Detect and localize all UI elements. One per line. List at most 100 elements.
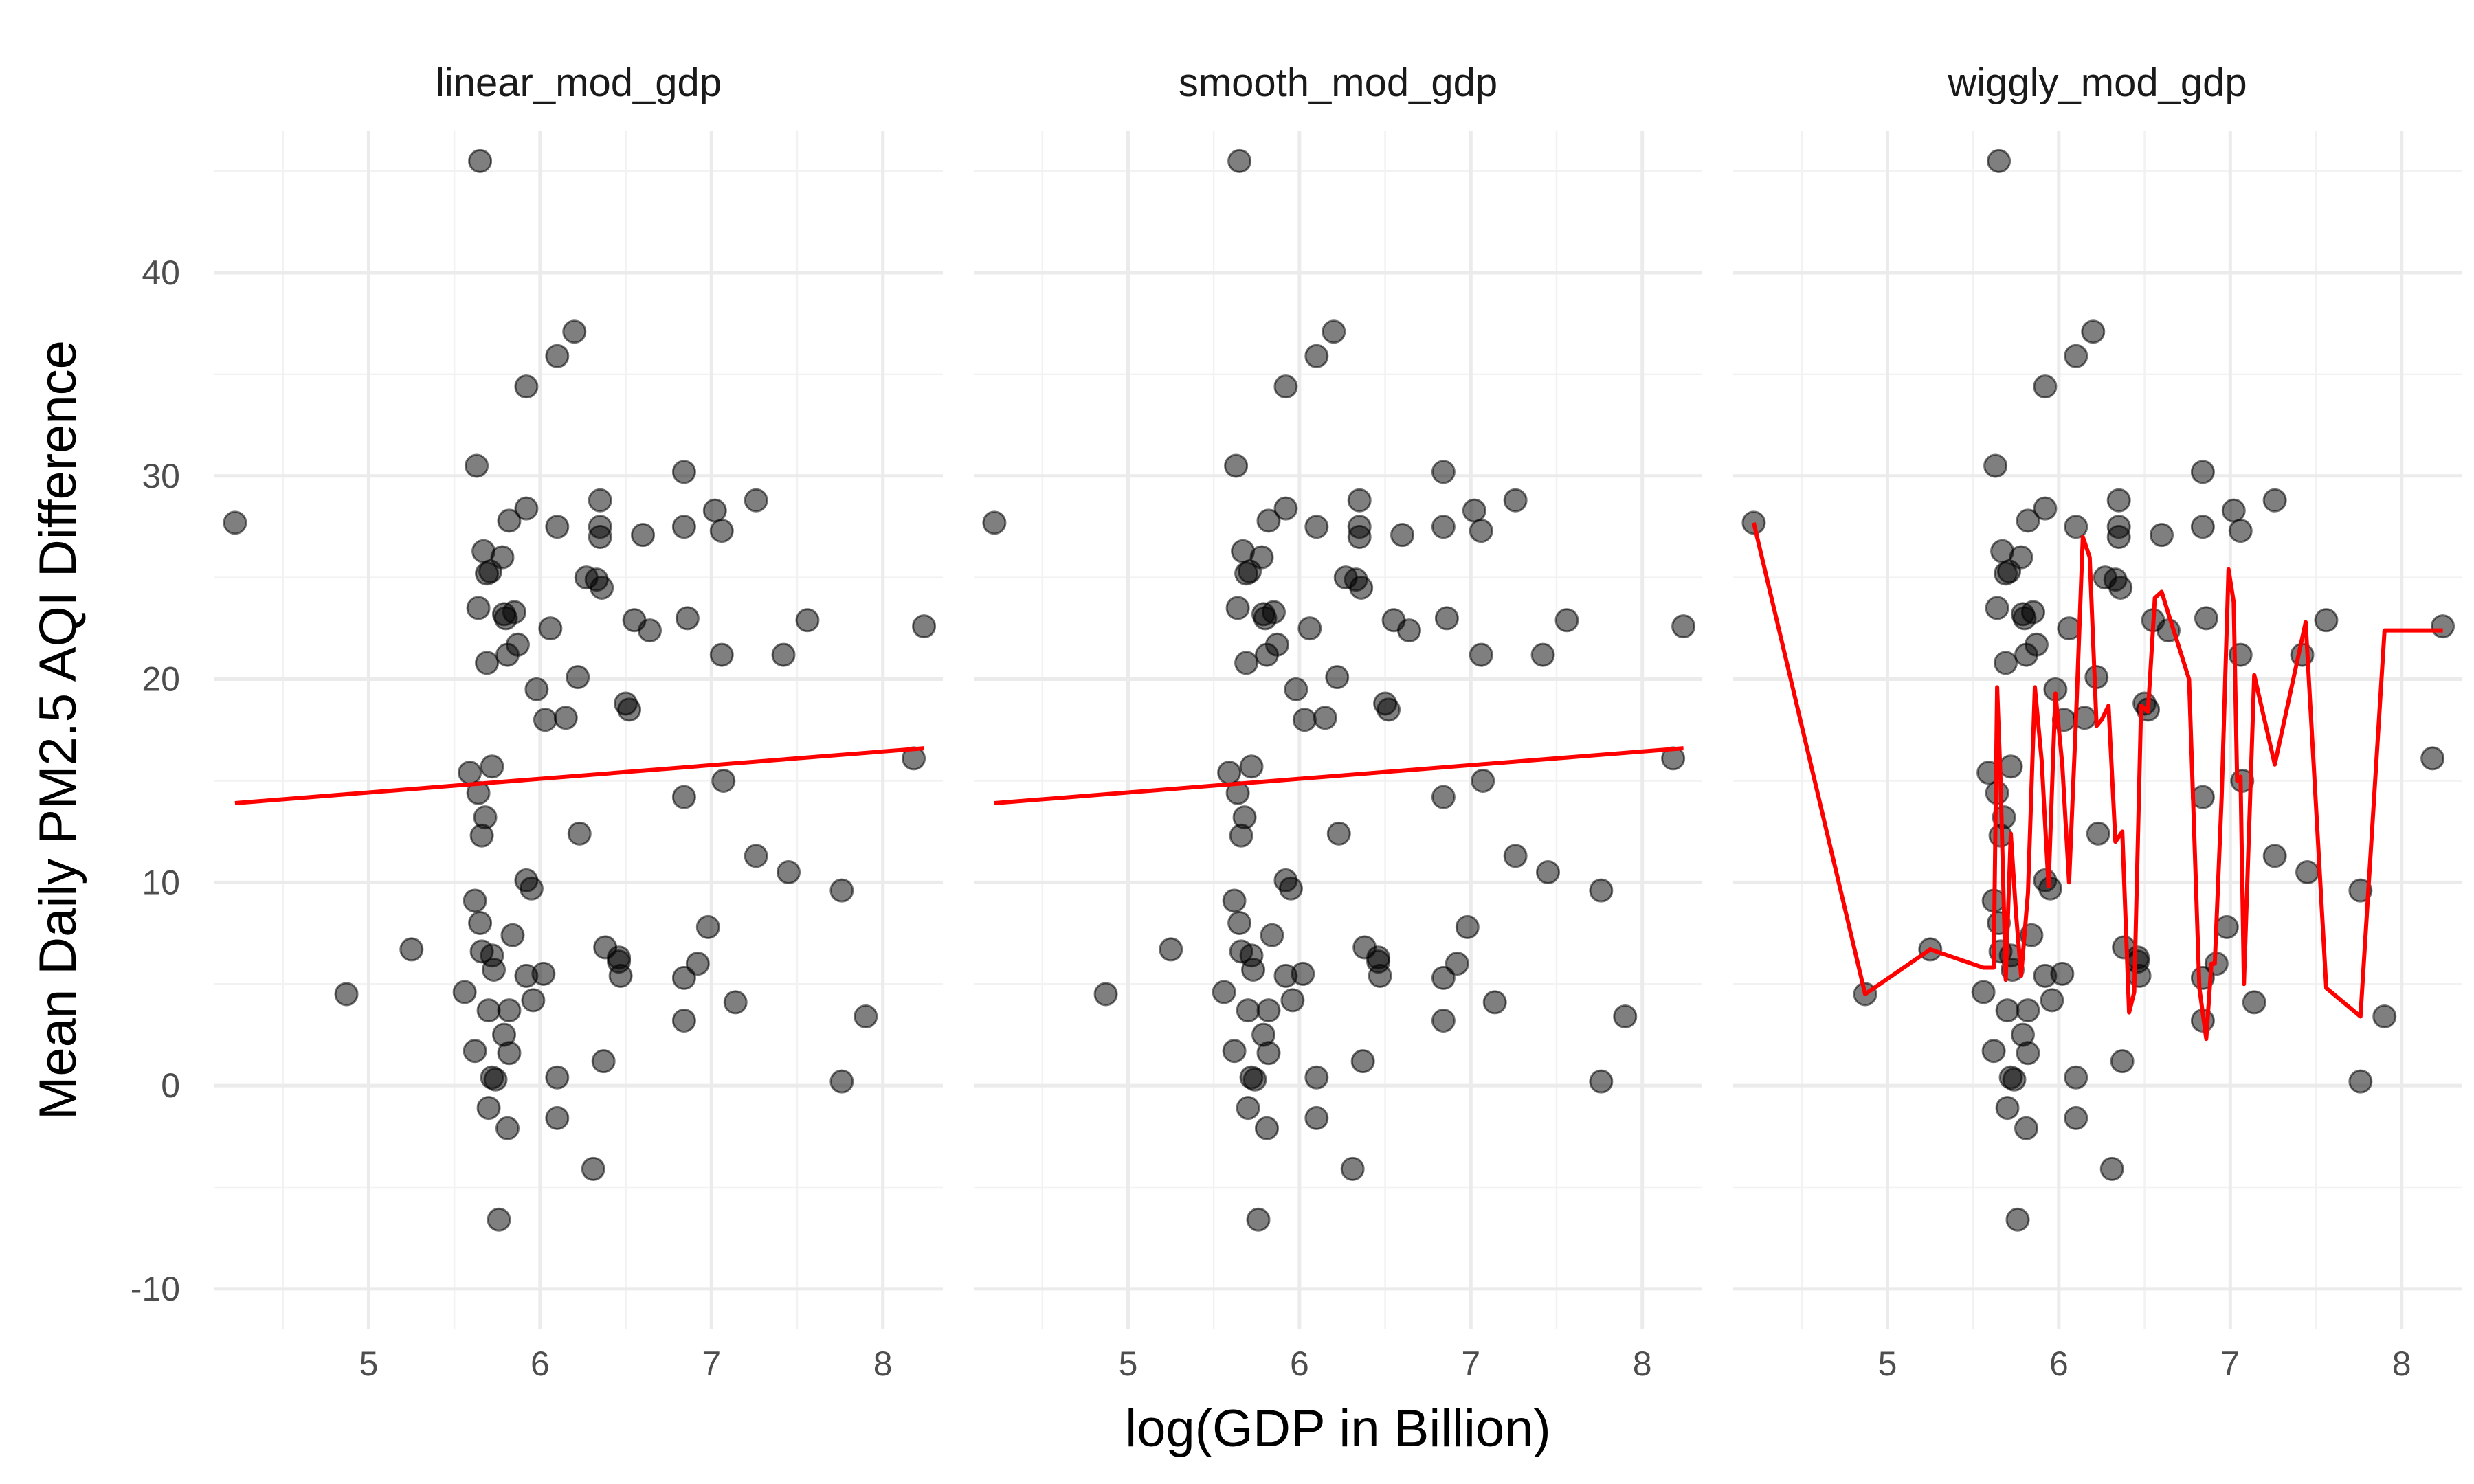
data-point [709,642,734,667]
data-point [1304,1065,1329,1090]
data-point [744,844,768,868]
data-point [1326,821,1351,846]
data-point [500,923,525,947]
data-point [399,937,424,962]
data-point [2050,961,2075,986]
data-point [1232,805,1257,830]
y-tick-label: 30 [142,457,180,495]
data-point [562,319,587,344]
data-point [1242,1067,1267,1092]
data-point [1981,1039,2006,1064]
x-tick-label: 6 [1290,1345,1309,1383]
data-point [487,1207,511,1232]
data-point [591,1049,616,1074]
data-point [524,677,549,701]
data-point [1554,608,1579,633]
data-point [2033,374,2058,399]
data-point [2348,1069,2373,1094]
data-point [497,1041,522,1066]
data-point [2295,860,2320,885]
data-point [1350,1049,1375,1074]
data-point [1377,697,1401,722]
data-point [519,876,544,901]
data-point [2242,990,2266,1015]
data-point [1222,1039,1247,1064]
data-point [1390,523,1415,548]
data-point [2020,600,2045,625]
data-point [1325,665,1350,690]
fit-line-wiggly_mod_gdp [1751,522,2443,1042]
data-point [514,496,539,521]
data-point [533,708,557,732]
x-tick-label: 5 [1119,1345,1138,1383]
data-point [1347,488,1372,513]
data-point [483,1067,508,1092]
data-point [566,665,590,690]
data-point [1256,998,1281,1023]
data-point [463,888,487,913]
data-point [1536,860,1561,885]
data-point [1304,515,1329,539]
data-point [2190,515,2215,539]
data-point [1431,515,1456,539]
data-point [2099,1156,2124,1181]
data-point [1987,148,2011,173]
data-point [531,961,556,986]
data-point [465,453,489,478]
data-point [497,508,522,533]
data-point [1985,596,2009,620]
y-tick-label: 10 [142,863,180,901]
data-point [502,600,526,625]
data-point [1455,914,1480,939]
data-point [1503,844,1528,868]
data-point [631,523,656,548]
data-point [480,754,504,779]
data-point [1227,148,1252,173]
data-point [2150,523,2174,548]
data-point [2081,319,2106,344]
data-point [1530,642,1555,667]
data-point [2016,998,2040,1023]
data-point [1313,706,1337,730]
data-point [795,608,820,633]
data-point [2014,1116,2038,1140]
data-point [1224,453,1249,478]
facet-label: smooth_mod_gdp [1179,60,1497,105]
data-point [638,618,662,643]
data-point [588,488,612,513]
data-point [685,952,710,976]
data-point [545,515,570,539]
data-point [545,344,570,368]
data-point [468,910,493,935]
y-axis-title: Mean Daily PM2.5 AQI Difference [29,340,87,1120]
data-point [475,651,500,675]
data-point [2064,1105,2088,1130]
data-point [1995,998,2020,1023]
data-point [1217,761,1242,785]
data-point [2262,488,2287,513]
data-point [1225,596,1250,620]
data-point [1256,1041,1281,1066]
data-point [1469,519,1493,543]
data-point [2002,1067,2027,1092]
data-point [1431,785,1456,809]
data-point [2190,460,2215,484]
data-point [2262,844,2287,868]
data-point [2016,508,2040,533]
data-point [982,510,1007,535]
x-axis-title: log(GDP in Billion) [1125,1399,1551,1458]
data-point [1236,1096,1260,1121]
data-point [2372,1004,2397,1029]
data-point [1983,453,2008,478]
data-point [1349,575,1374,600]
data-point [1431,460,1456,484]
x-tick-label: 8 [873,1345,893,1383]
data-point [744,488,768,513]
data-point [1241,958,1266,982]
data-point [1368,963,1392,988]
data-point [2064,344,2088,368]
data-point [2064,1065,2088,1090]
data-point [1291,961,1315,986]
data-point [671,785,696,809]
data-point [771,642,796,667]
